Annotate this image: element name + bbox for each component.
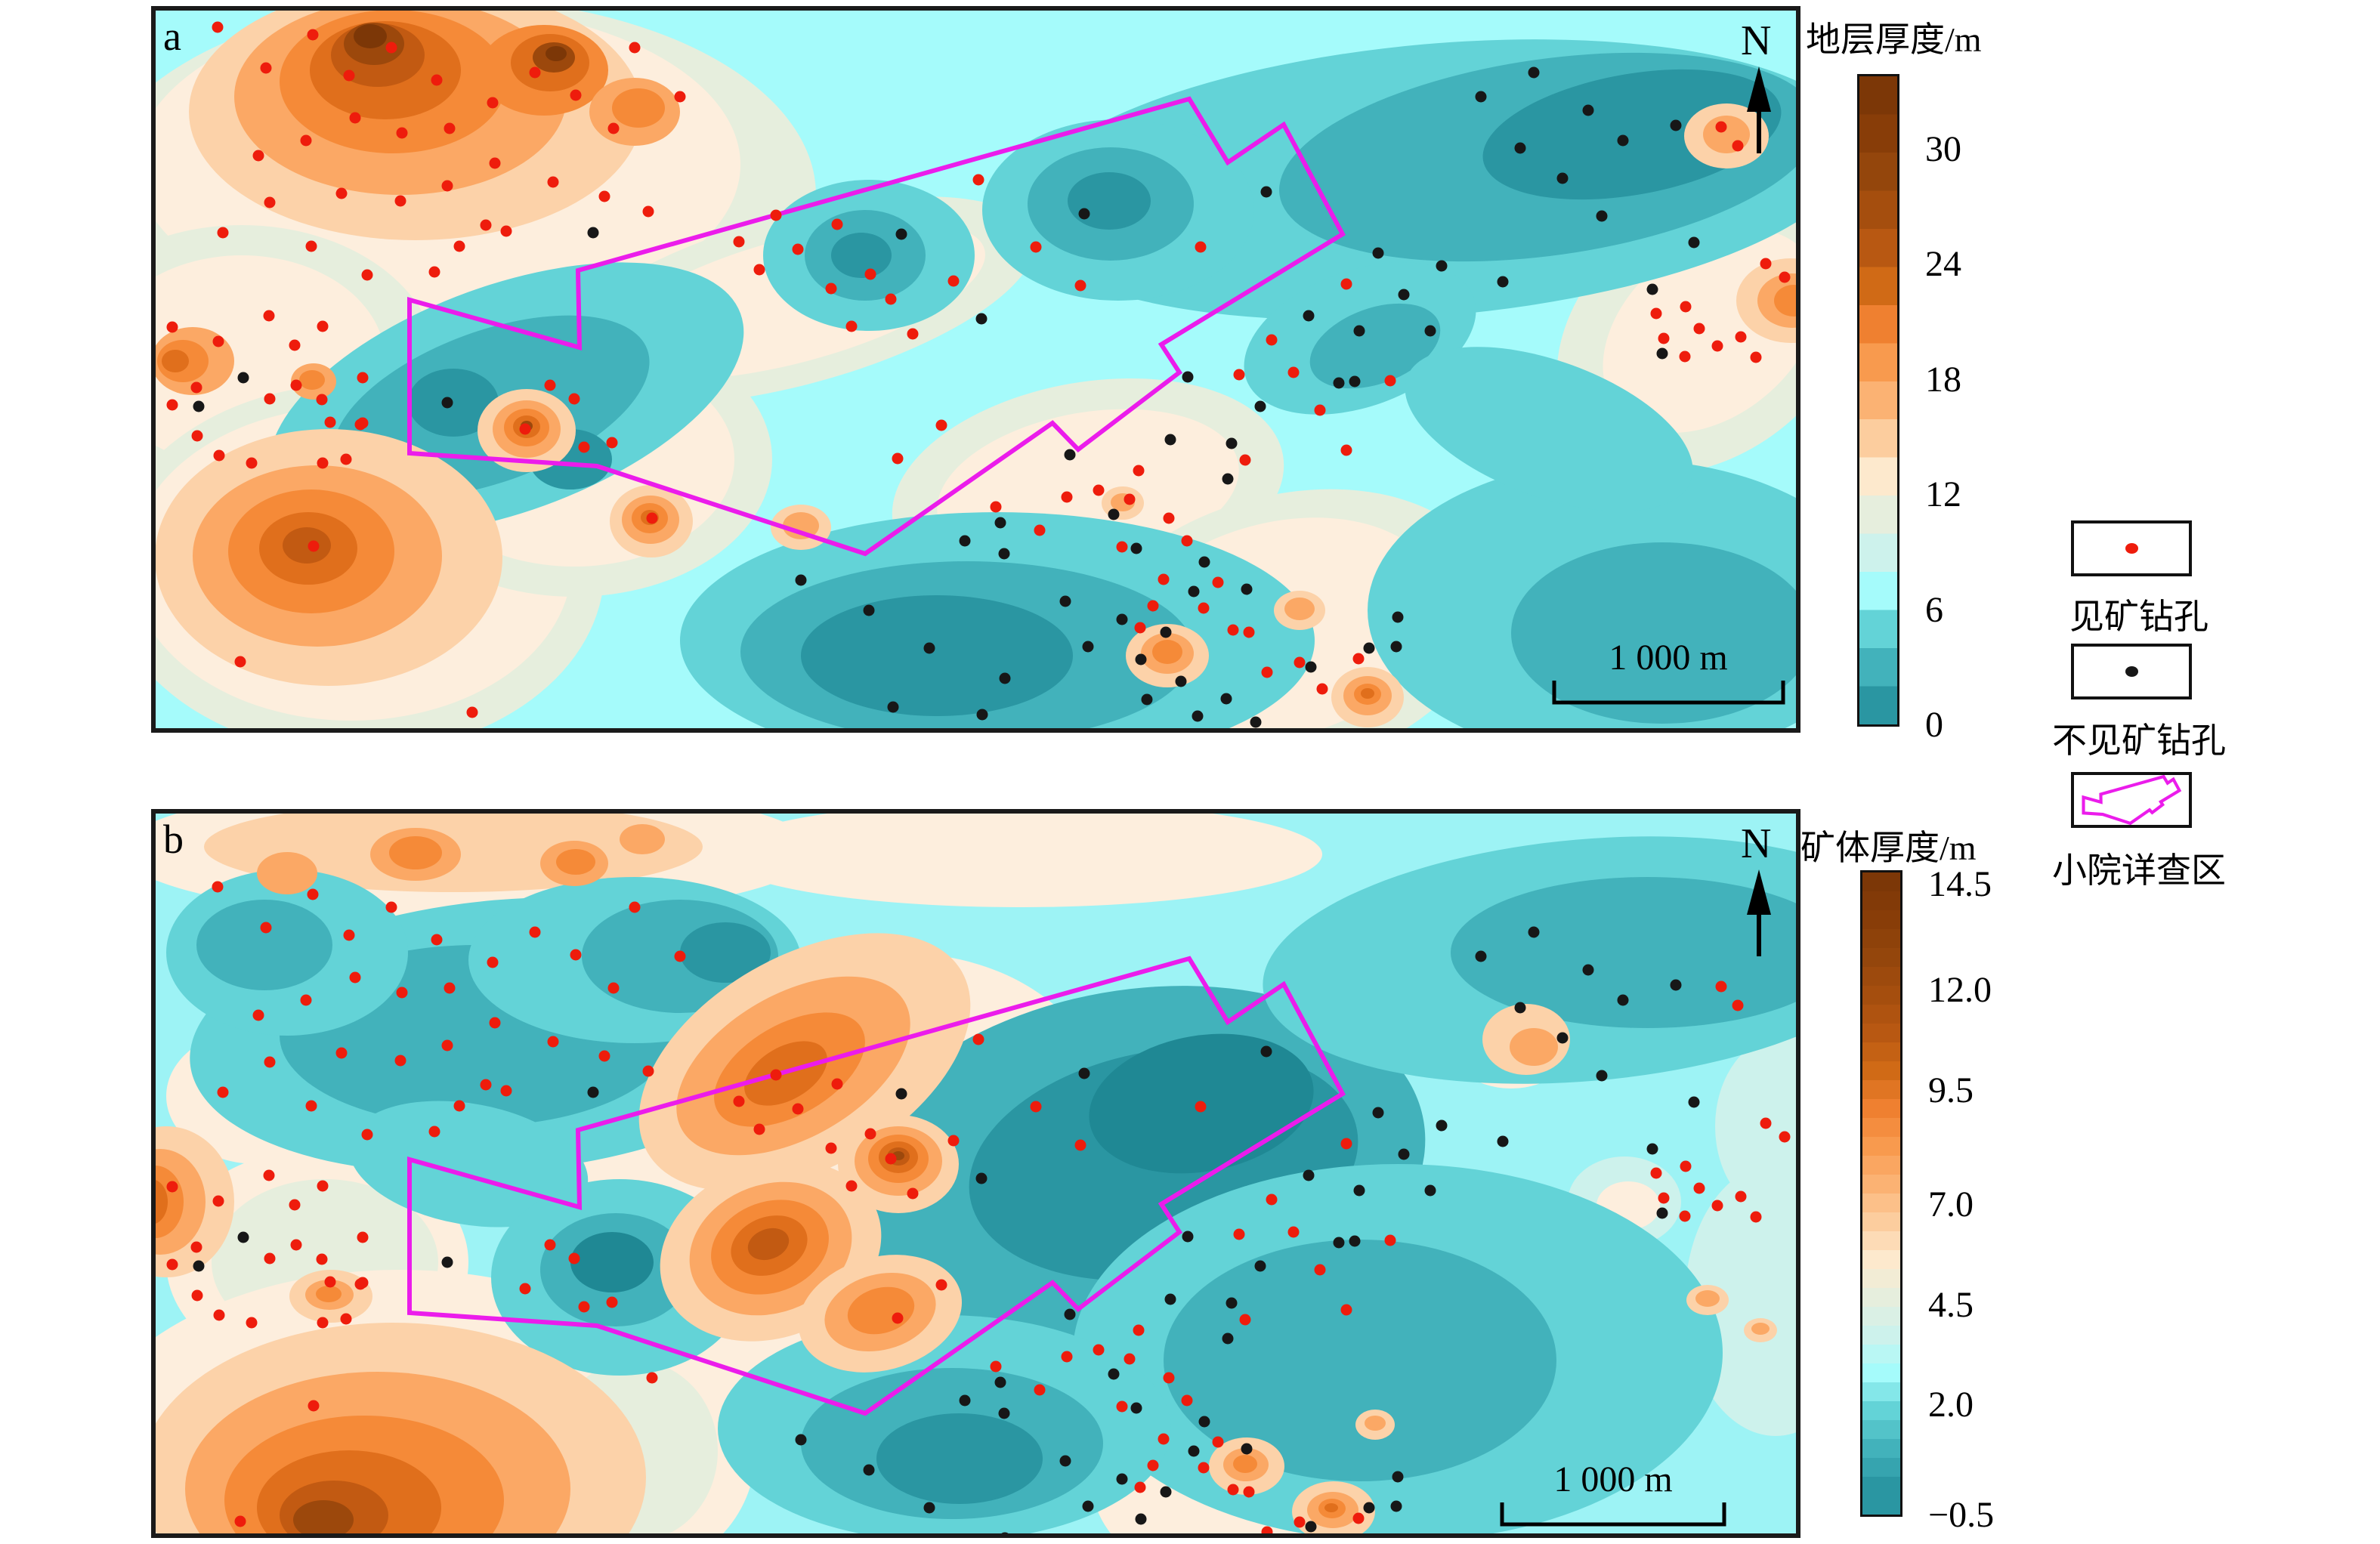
- north-arrow-a: N: [1741, 17, 1771, 153]
- colorbar-tick-label: 7.0: [1928, 1184, 1974, 1225]
- colorbar-tick-label: 2.0: [1928, 1385, 1974, 1425]
- colorbar-tick-label: 6: [1925, 589, 1943, 630]
- colorbar-tick-label: 4.5: [1928, 1284, 1974, 1325]
- survey-area-outline-icon: [2082, 775, 2182, 825]
- map-a-border: [151, 6, 1800, 733]
- legend-box-barren-hole: [2071, 644, 2192, 699]
- colorbar-tick-label: −0.5: [1928, 1495, 1995, 1535]
- survey-area-outline-a: [407, 96, 1346, 557]
- scale-label-b: 1 000 m: [1553, 1459, 1672, 1499]
- north-arrow-b: N: [1741, 820, 1771, 956]
- colorbar-a-title: 地层厚度/m: [1806, 20, 1982, 59]
- colorbar-tick-label: 24: [1925, 244, 1961, 285]
- panel-b-label: b: [163, 817, 184, 862]
- map-panel-a: a N 1 000 m: [151, 6, 1800, 733]
- map-b-contour-field: [151, 809, 1800, 1538]
- map-a-drillhole-dots: [166, 21, 1791, 728]
- legend-box-ore-hole: [2071, 520, 2192, 576]
- colorbar-tick-label: 12.0: [1928, 969, 1992, 1010]
- panel-a-label: a: [163, 14, 181, 59]
- colorbar-tick-label: 0: [1925, 705, 1943, 745]
- map-panel-b: b N 1 000 m: [151, 809, 1800, 1538]
- colorbar-tick-label: 30: [1925, 128, 1961, 169]
- scale-bar-a: 1 000 m: [1552, 638, 1785, 705]
- colorbar-a: [1857, 74, 1899, 727]
- scale-label-a: 1 000 m: [1609, 638, 1727, 678]
- legend-label-survey-area: 小院详查区: [2052, 851, 2226, 890]
- legend-label-barren-hole: 不见矿钻孔: [2052, 721, 2226, 760]
- colorbar-b-title: 矿体厚度/m: [1800, 829, 1977, 867]
- survey-area-outline-b: [407, 956, 1346, 1416]
- legend-box-survey-area: [2071, 772, 2192, 828]
- colorbar-b: [1860, 870, 1902, 1517]
- ore-drillhole-dot-icon: [2125, 543, 2138, 554]
- colorbar-tick-label: 12: [1925, 474, 1961, 515]
- colorbar-tick-label: 14.5: [1928, 864, 1992, 905]
- map-b-drillhole-dots: [166, 881, 1791, 1538]
- scale-bar-b: 1 000 m: [1500, 1459, 1726, 1527]
- colorbar-tick-label: 9.5: [1928, 1070, 1974, 1111]
- colorbar-tick-label: 18: [1925, 359, 1961, 400]
- north-label-b: N: [1741, 820, 1771, 867]
- map-a-contour-field: [151, 6, 1800, 733]
- north-label-a: N: [1741, 17, 1771, 64]
- legend-label-ore-hole: 见矿钻孔: [2069, 598, 2208, 636]
- map-b-border: [151, 809, 1800, 1538]
- barren-drillhole-dot-icon: [2125, 666, 2138, 677]
